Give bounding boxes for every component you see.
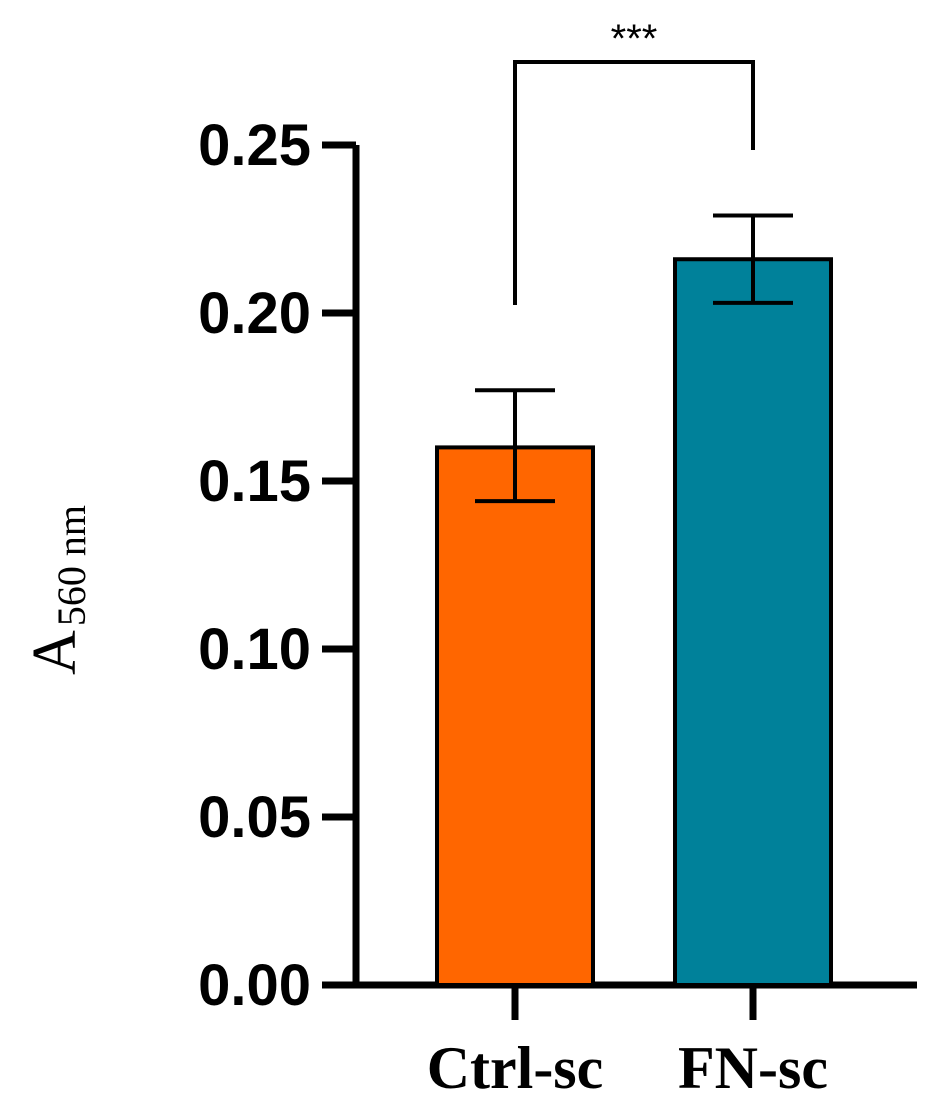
significance-label: *** [611,17,658,61]
x-tick-label: FN-sc [678,1035,828,1101]
y-axis-title-main: A [21,630,89,675]
bar [673,257,833,987]
y-tick-label: 0.05 [198,785,311,850]
y-axis-title: A560 nm [21,505,94,675]
significance-bracket-line [513,60,755,305]
bar [435,445,595,987]
y-tick-label: 0.15 [198,449,311,514]
x-tick-label: Ctrl-sc [427,1035,604,1101]
x-axis: Ctrl-sc FN-sc [353,981,917,1101]
bars [435,257,833,987]
error-bars [475,213,793,504]
y-tick-label: 0.00 [198,953,311,1018]
y-tick-label: 0.10 [198,617,311,682]
significance-bracket: *** [513,17,755,305]
y-tick-label: 0.20 [198,281,311,346]
y-axis: 0.00 0.05 0.10 0.15 0.20 0.25 [198,113,360,1018]
y-tick-label: 0.25 [198,113,311,178]
y-axis-title-subscript: 560 nm [49,505,94,626]
